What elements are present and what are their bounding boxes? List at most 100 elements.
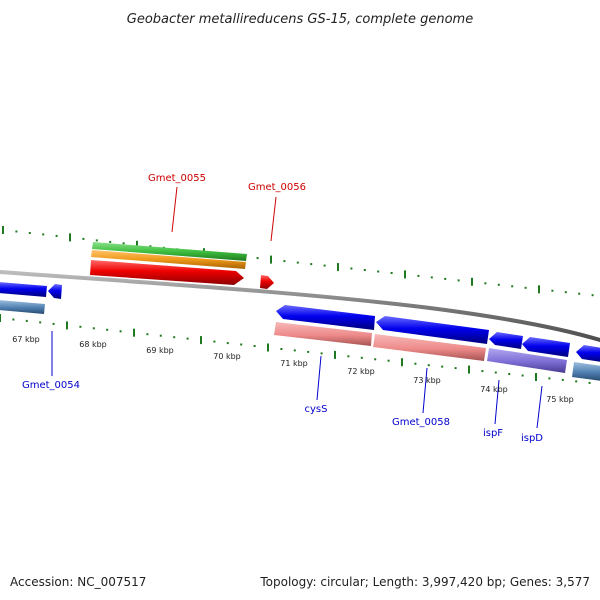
lower-scale-major-tick [200, 336, 202, 345]
upper-scale-minor-tick [350, 267, 353, 270]
lower-scale-minor-tick [12, 318, 15, 321]
upper-scale-minor-tick [484, 282, 487, 285]
accession-text: Accession: NC_007517 [10, 575, 146, 589]
gene-arrow-gmet-0058[interactable] [376, 316, 489, 344]
upper-scale-minor-tick [15, 230, 18, 233]
lower-scale-minor-tick [39, 321, 42, 324]
scale-label-71: 71 kbp [280, 359, 308, 368]
upper-scale-minor-tick [323, 264, 326, 267]
upper-scale-major-tick [69, 233, 71, 242]
scale-label-74: 74 kbp [480, 385, 508, 394]
scale-labels: 67 kbp 68 kbp 69 kbp 70 kbp 71 kbp 72 kb… [12, 335, 574, 404]
gene-feature-green[interactable] [92, 242, 247, 261]
scale-label-70: 70 kbp [213, 352, 241, 361]
reverse-strand-features [0, 282, 600, 381]
gene-arrow-ispd[interactable] [522, 337, 570, 357]
lower-scale-minor-tick [159, 334, 162, 337]
lower-scale-minor-tick [575, 380, 578, 383]
scale-label-69: 69 kbp [146, 346, 174, 355]
lower-scale-major-tick [535, 373, 537, 381]
gene-feature-pink-gmet-0058[interactable] [373, 334, 486, 361]
lower-scale-minor-tick [79, 325, 82, 328]
lower-scale-minor-tick [186, 337, 189, 340]
lower-scale-minor-tick [414, 362, 417, 365]
upper-scale-minor-tick [430, 276, 433, 279]
lower-scale-minor-tick [508, 373, 511, 375]
scale-label-67: 67 kbp [12, 335, 40, 344]
gene-arrow-gmet-0055[interactable] [90, 260, 244, 285]
lower-scale-major-tick [401, 358, 403, 367]
upper-scale-ticks [2, 226, 594, 297]
gene-feature-orange[interactable] [91, 250, 246, 269]
lower-scale-minor-tick [521, 374, 524, 377]
scale-label-75: 75 kbp [546, 395, 574, 404]
gene-label-gmet-0058[interactable]: Gmet_0058 [392, 417, 450, 428]
upper-scale-minor-tick [82, 237, 85, 240]
gene-arrow-ispf[interactable] [489, 332, 523, 349]
upper-scale-major-tick [404, 270, 406, 279]
lower-scale-minor-tick [588, 381, 591, 384]
lower-scale-minor-tick [454, 367, 457, 370]
gene-arrow-gmet-0054[interactable] [0, 282, 47, 297]
lower-scale-minor-tick [52, 322, 55, 325]
upper-scale-minor-tick [591, 294, 594, 297]
lower-scale-minor-tick [240, 343, 243, 346]
gene-label-ispd[interactable]: ispD [521, 433, 543, 444]
gene-label-ispf[interactable]: ispF [483, 428, 503, 439]
genome-title: Geobacter metallireducens GS-15, complet… [127, 12, 473, 27]
gene-arrow-gmet-0054-tail[interactable] [48, 284, 62, 299]
upper-scale-minor-tick [363, 269, 366, 271]
lower-scale-minor-tick [441, 365, 444, 368]
gene-label-cyss[interactable]: cysS [305, 404, 328, 415]
upper-scale-minor-tick [390, 272, 393, 274]
gene-arrow-gmet-0056[interactable] [260, 275, 274, 289]
gene-feature-steel-left[interactable] [0, 300, 45, 314]
forward-strand-features [90, 242, 274, 289]
lower-scale-major-tick [334, 350, 336, 359]
upper-scale-major-tick [337, 263, 339, 271]
upper-scale-minor-tick [310, 263, 313, 266]
lower-scale-minor-tick [226, 342, 229, 345]
upper-scale-minor-tick [256, 257, 259, 260]
gene-arrow-cyss[interactable] [276, 305, 375, 330]
upper-scale-minor-tick [457, 279, 460, 282]
lower-scale-major-tick [66, 321, 68, 330]
upper-scale-major-tick [538, 285, 540, 294]
upper-scale-minor-tick [578, 292, 581, 295]
scale-label-68: 68 kbp [79, 340, 107, 349]
upper-scale-minor-tick [283, 260, 286, 263]
gene-feature-purple[interactable] [487, 348, 567, 373]
gene-feature-steel-right[interactable] [572, 362, 600, 381]
gene-label-gmet-0054[interactable]: Gmet_0054 [22, 380, 80, 391]
gene-label-gmet-0055[interactable]: Gmet_0055 [148, 173, 206, 184]
lower-scale-minor-tick [548, 377, 551, 380]
lower-scale-minor-tick [253, 345, 256, 347]
upper-scale-minor-tick [55, 234, 58, 237]
scale-label-73: 73 kbp [413, 376, 441, 385]
lower-scale-minor-tick [146, 333, 149, 336]
lower-scale-minor-tick [374, 358, 377, 361]
lower-scale-minor-tick [280, 348, 283, 350]
lower-scale-minor-tick [106, 328, 109, 331]
lower-scale-major-tick [0, 314, 1, 322]
upper-scale-minor-tick [551, 289, 554, 292]
gene-feature-pink-cyss[interactable] [274, 322, 372, 346]
lower-scale-minor-tick [347, 355, 350, 358]
upper-scale-major-tick [270, 255, 272, 264]
gene-arrow-right-edge[interactable] [576, 345, 600, 362]
upper-scale-minor-tick [444, 277, 447, 280]
lower-scale-minor-tick [25, 319, 28, 322]
upper-scale-minor-tick [417, 274, 420, 277]
lower-scale-major-tick [133, 328, 135, 337]
lower-scale-minor-tick [213, 340, 216, 343]
lower-scale-ticks [0, 314, 591, 384]
lower-scale-minor-tick [293, 349, 296, 352]
upper-scale-minor-tick [109, 240, 112, 243]
lower-scale-minor-tick [173, 336, 176, 339]
lower-scale-major-tick [267, 343, 269, 352]
upper-scale-minor-tick [511, 285, 514, 288]
lower-scale-minor-tick [387, 359, 390, 362]
gene-label-gmet-0056[interactable]: Gmet_0056 [248, 182, 306, 193]
upper-scale-minor-tick [377, 270, 380, 273]
lower-scale-minor-tick [561, 378, 564, 381]
